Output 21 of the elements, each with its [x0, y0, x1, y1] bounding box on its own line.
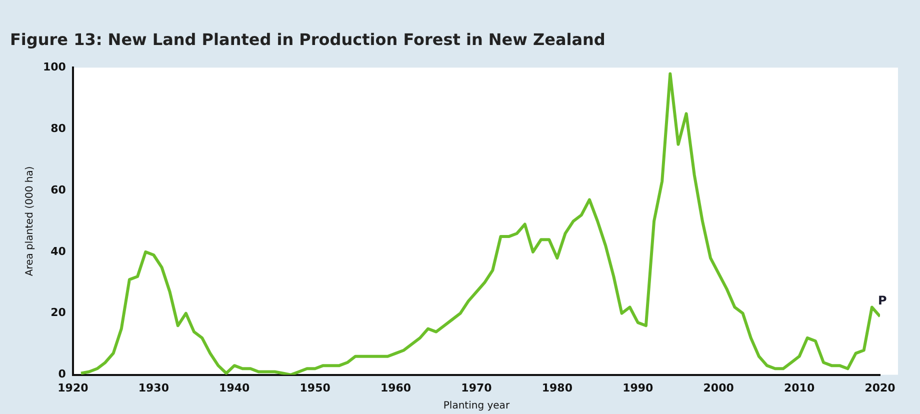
x-tick-label: 2010: [784, 381, 815, 394]
y-axis-title: Area planted (000 ha): [24, 166, 36, 276]
x-tick-label: 1950: [300, 381, 331, 394]
x-tick-label: 2000: [703, 381, 734, 394]
annotation: P: [878, 293, 887, 308]
x-tick-label: 1940: [219, 381, 250, 394]
x-axis-title: Planting year: [443, 400, 510, 412]
x-tick-label: 1970: [461, 381, 492, 394]
chart-title: Figure 13: New Land Planted in Production Forest in New Zealand: [10, 30, 606, 49]
y-tick-label: 80: [50, 122, 66, 135]
y-tick-label: 20: [50, 306, 66, 320]
x-tick-label: 1920: [58, 381, 89, 394]
y-tick-label: 0: [58, 368, 66, 381]
x-tick-label: 1980: [542, 381, 573, 394]
y-tick-label: 60: [50, 183, 66, 196]
x-tick-label: 1930: [138, 381, 170, 394]
y-tick-label: 40: [50, 244, 66, 258]
y-tick-label: 100: [42, 60, 66, 74]
x-tick-label: 1960: [380, 381, 412, 394]
x-tick-label: 1990: [622, 381, 654, 394]
x-tick-label: 2020: [864, 381, 896, 394]
